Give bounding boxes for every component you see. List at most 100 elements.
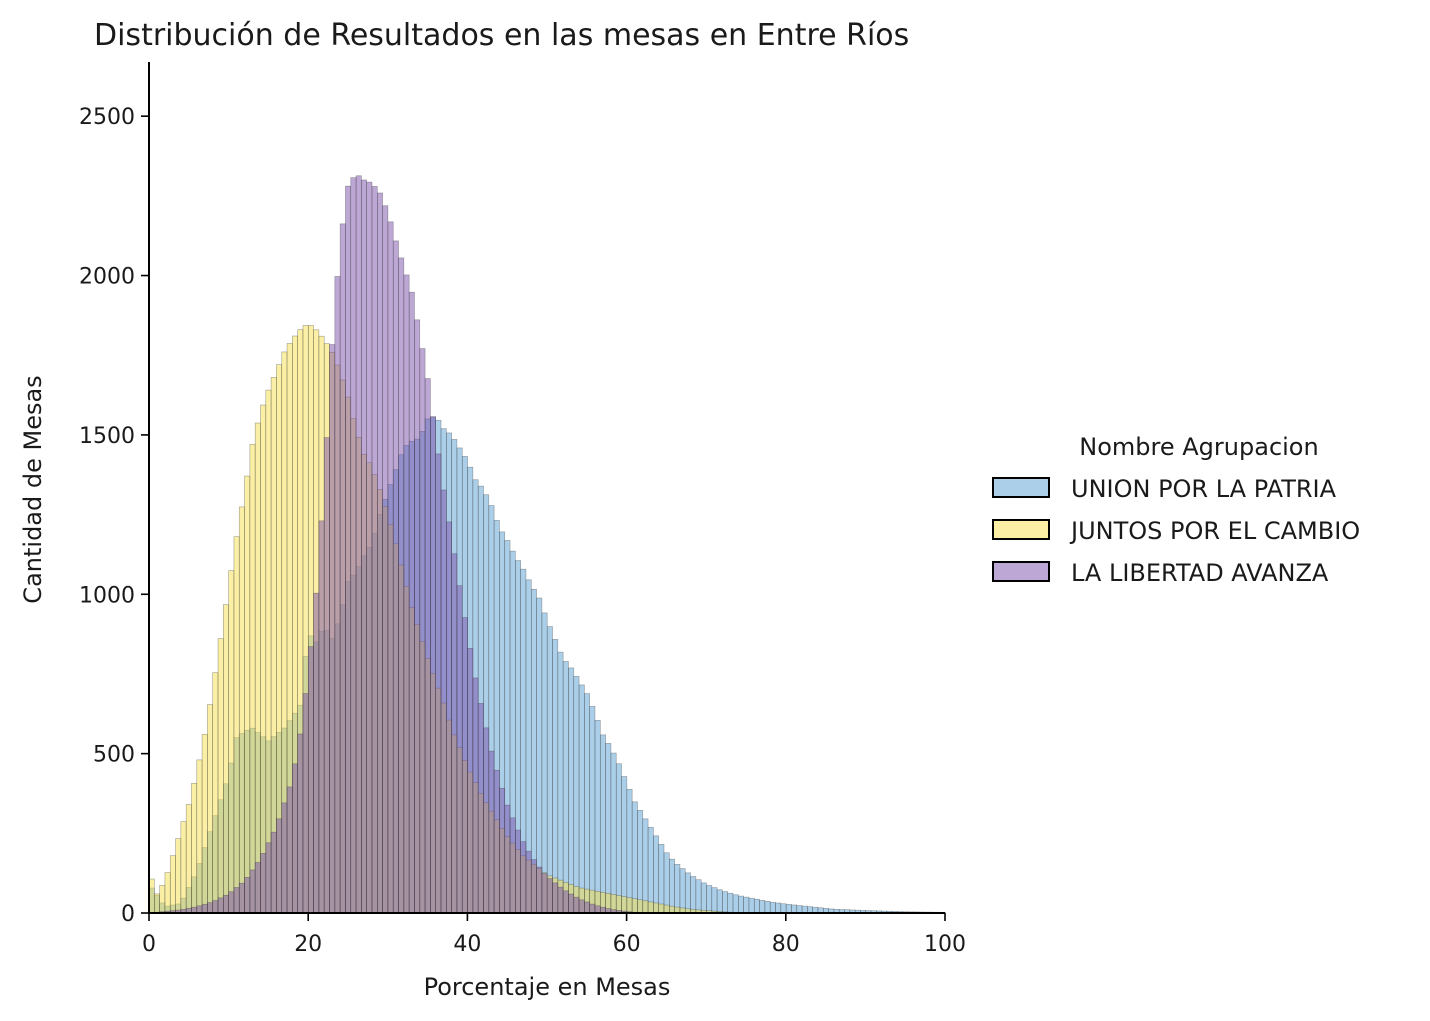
- legend-swatch-union-por-la-patria: [992, 477, 1050, 498]
- histogram-bar: [154, 893, 160, 914]
- histogram-bar: [589, 706, 596, 914]
- histogram-bar: [238, 882, 245, 914]
- x-tick-label: 20: [294, 932, 322, 957]
- histogram-bar: [626, 788, 633, 914]
- histogram-bar: [419, 348, 426, 914]
- histogram-bar: [631, 801, 638, 914]
- histogram-bar: [414, 319, 421, 914]
- histogram-bar: [584, 693, 590, 914]
- legend: Nombre Agrupacion UNION POR LA PATRIA JUN…: [992, 433, 1360, 587]
- legend-label-union-por-la-patria: UNION POR LA PATRIA: [1071, 475, 1337, 503]
- histogram-bar: [392, 240, 399, 914]
- histogram-bar: [376, 192, 383, 914]
- histogram-bar: [339, 223, 346, 914]
- histogram-bar: [212, 900, 219, 914]
- histogram-bar: [552, 639, 559, 914]
- y-tick-label: 500: [93, 743, 135, 768]
- histogram-bar: [361, 179, 367, 914]
- histogram-bar: [711, 887, 718, 914]
- histogram-bar: [244, 475, 251, 914]
- histogram-bar: [292, 763, 298, 914]
- histogram-bar: [196, 905, 203, 914]
- histogram-bar: [775, 902, 782, 914]
- series-la-libertad-avanza: [148, 175, 644, 914]
- histogram-bar: [260, 853, 267, 914]
- bars-layer: [148, 175, 946, 914]
- histogram-bar: [446, 521, 452, 914]
- histogram-bar: [536, 866, 543, 914]
- histogram-bar: [780, 903, 787, 914]
- histogram-bar: [653, 902, 660, 914]
- histogram-bar: [430, 416, 437, 914]
- histogram-bar: [191, 782, 198, 914]
- x-axis-ticks: 0 20 40 60 80 100: [142, 913, 966, 957]
- histogram-bar: [727, 892, 734, 914]
- histogram-bar: [626, 897, 633, 914]
- histogram-bar: [387, 221, 394, 914]
- y-tick-label: 1000: [79, 583, 135, 608]
- histogram-bar: [536, 597, 543, 914]
- histogram-bar: [541, 873, 548, 914]
- histogram-bar: [589, 903, 596, 914]
- histogram-bar: [753, 898, 760, 914]
- histogram-bar: [663, 852, 670, 914]
- y-tick-label: 0: [121, 902, 135, 927]
- histogram-bar: [493, 769, 500, 914]
- histogram-bar: [515, 829, 521, 914]
- histogram-bar: [212, 672, 219, 914]
- y-axis-label: Cantidad de Mesas: [19, 375, 47, 603]
- histogram-bar: [615, 763, 622, 914]
- histogram-bar: [552, 882, 559, 914]
- histogram-bar: [546, 878, 553, 914]
- histogram-bar: [658, 844, 665, 914]
- histogram-bar: [424, 378, 431, 914]
- histogram-bar: [658, 903, 665, 914]
- legend-swatch-juntos-por-el-cambio: [992, 519, 1050, 540]
- histogram-bar: [408, 291, 415, 914]
- histogram-bar: [175, 838, 182, 914]
- histogram-bar: [196, 759, 203, 914]
- histogram-bar: [472, 677, 479, 914]
- histogram-bar: [568, 667, 575, 914]
- histogram-bar: [164, 872, 171, 914]
- histogram-bar: [578, 684, 585, 914]
- y-tick-label: 1500: [79, 424, 135, 449]
- x-axis-label: Porcentaje en Mesas: [424, 973, 671, 1001]
- histogram-bar: [562, 890, 569, 914]
- histogram-bar: [647, 827, 654, 914]
- histogram-bar: [451, 553, 458, 914]
- histogram-bar: [674, 864, 681, 914]
- histogram-bar: [732, 894, 739, 914]
- histogram-bar: [642, 900, 649, 914]
- histogram-bar: [637, 899, 644, 914]
- y-axis-ticks: 0 500 1000 1500 2000 2500: [79, 105, 149, 927]
- histogram-bar: [759, 900, 766, 914]
- legend-label-juntos-por-el-cambio: JUNTOS POR EL CAMBIO: [1069, 517, 1360, 545]
- histogram-bar: [228, 570, 235, 914]
- legend-label-la-libertad-avanza: LA LIBERTAD AVANZA: [1071, 559, 1329, 587]
- histogram-bar: [350, 177, 357, 914]
- histogram-bar: [801, 905, 808, 914]
- histogram-bar: [663, 904, 670, 914]
- histogram-bar: [323, 437, 330, 914]
- histogram-bar: [504, 804, 511, 914]
- histogram-bar: [578, 899, 585, 914]
- histogram-bar: [573, 896, 580, 914]
- histogram-bar: [557, 886, 564, 914]
- histogram-bar: [546, 626, 553, 914]
- histogram-bar: [207, 704, 214, 914]
- legend-title: Nombre Agrupacion: [1079, 433, 1318, 461]
- histogram-bar: [265, 389, 272, 914]
- histogram-bar: [599, 734, 606, 914]
- histogram-bar: [690, 876, 697, 914]
- histogram-bar: [260, 404, 267, 914]
- histogram-bar: [647, 901, 654, 914]
- histogram-bar: [254, 422, 261, 914]
- histogram-bar: [488, 750, 495, 914]
- histogram-bar: [509, 817, 516, 914]
- histogram-bar: [637, 810, 644, 914]
- histogram-bar: [265, 842, 272, 914]
- histogram-bar: [499, 787, 506, 914]
- histogram-bar: [318, 520, 325, 914]
